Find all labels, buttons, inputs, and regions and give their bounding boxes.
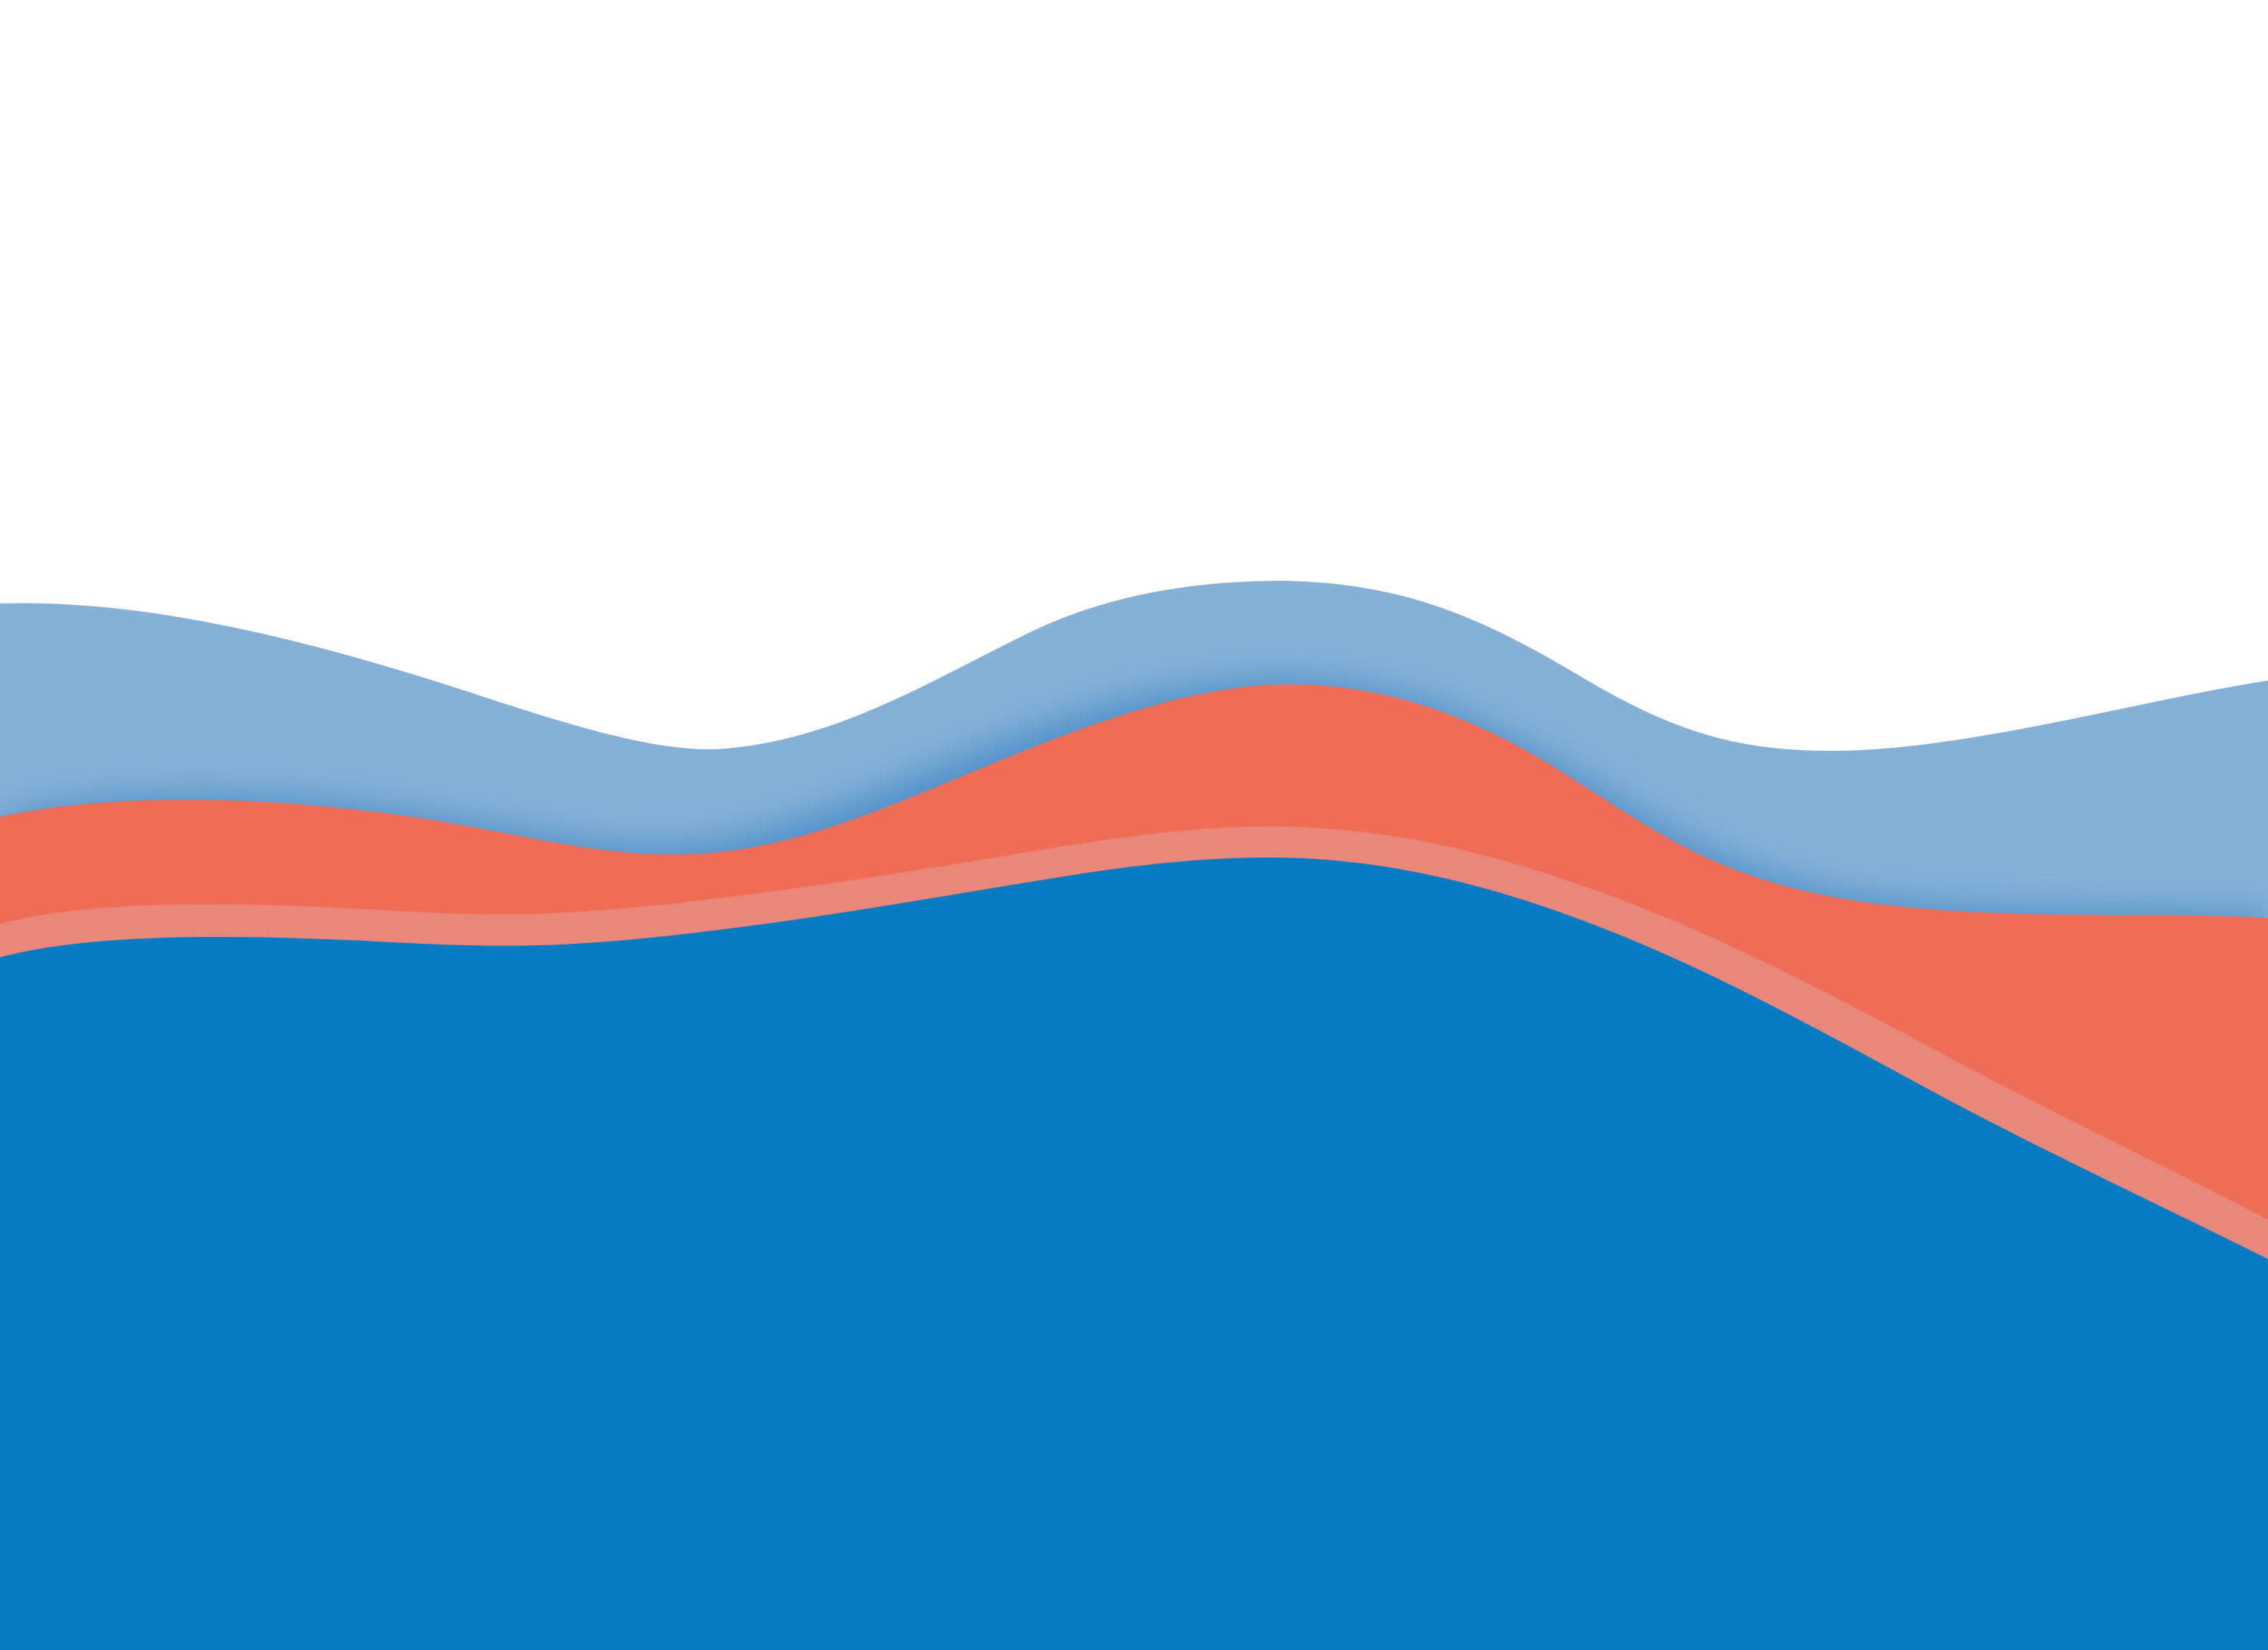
deep-blue-base (0, 858, 2268, 1650)
